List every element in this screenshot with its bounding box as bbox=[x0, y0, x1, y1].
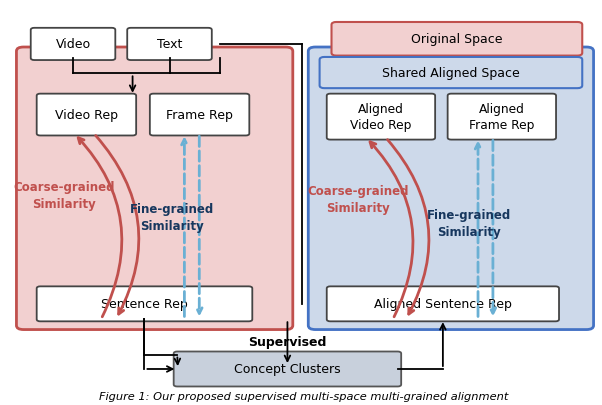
Text: Original Space: Original Space bbox=[411, 33, 503, 46]
Text: Frame Rep: Frame Rep bbox=[166, 109, 233, 122]
Text: Sentence Rep: Sentence Rep bbox=[101, 298, 188, 311]
Text: Coarse-grained
Similarity: Coarse-grained Similarity bbox=[308, 185, 409, 215]
FancyBboxPatch shape bbox=[308, 48, 594, 330]
Text: Fine-grained
Similarity: Fine-grained Similarity bbox=[427, 208, 511, 238]
FancyBboxPatch shape bbox=[37, 94, 136, 136]
FancyBboxPatch shape bbox=[327, 94, 435, 140]
Text: Shared Aligned Space: Shared Aligned Space bbox=[382, 67, 520, 80]
Text: Video: Video bbox=[55, 38, 90, 51]
FancyBboxPatch shape bbox=[127, 29, 212, 61]
FancyBboxPatch shape bbox=[150, 94, 249, 136]
Text: Aligned
Video Rep: Aligned Video Rep bbox=[350, 102, 412, 132]
Text: Video Rep: Video Rep bbox=[55, 109, 117, 122]
Text: Fine-grained
Similarity: Fine-grained Similarity bbox=[131, 203, 214, 233]
FancyBboxPatch shape bbox=[332, 23, 582, 56]
FancyBboxPatch shape bbox=[327, 287, 559, 322]
Text: Text: Text bbox=[157, 38, 182, 51]
Text: Aligned
Frame Rep: Aligned Frame Rep bbox=[469, 102, 535, 132]
FancyBboxPatch shape bbox=[37, 287, 252, 322]
FancyBboxPatch shape bbox=[448, 94, 556, 140]
Text: Figure 1: Our proposed supervised multi-space multi-grained alignment: Figure 1: Our proposed supervised multi-… bbox=[99, 392, 508, 401]
Text: Aligned Sentence Rep: Aligned Sentence Rep bbox=[374, 298, 512, 311]
Text: Concept Clusters: Concept Clusters bbox=[234, 362, 341, 375]
FancyBboxPatch shape bbox=[173, 352, 401, 386]
FancyBboxPatch shape bbox=[16, 48, 293, 330]
Text: Supervised: Supervised bbox=[248, 336, 327, 349]
FancyBboxPatch shape bbox=[31, 29, 116, 61]
Text: Coarse-grained
Similarity: Coarse-grained Similarity bbox=[13, 181, 115, 211]
FancyBboxPatch shape bbox=[320, 58, 582, 89]
